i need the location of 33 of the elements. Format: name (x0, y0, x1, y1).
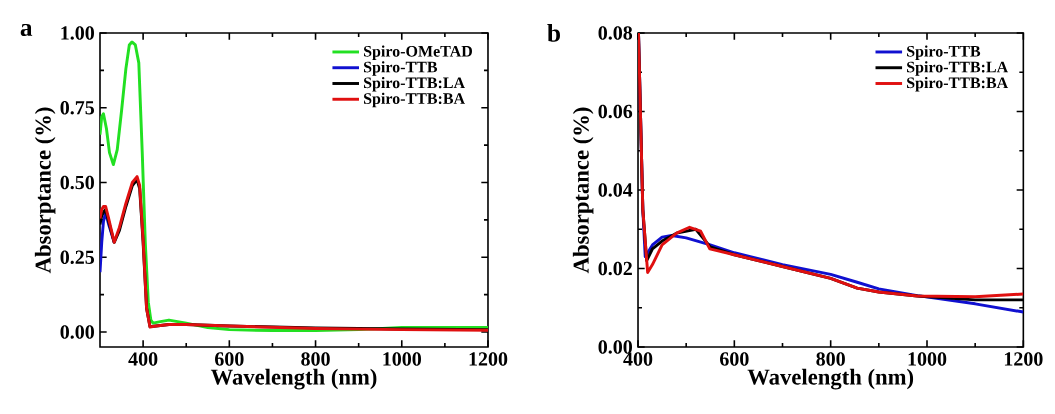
legend-label: Spiro-TTB:LA (363, 76, 465, 92)
y-tick-label: 0.00 (598, 340, 633, 354)
y-tick-label: 0.04 (598, 183, 633, 197)
y-tick-label: 0.06 (598, 104, 633, 119)
chart-title: a (20, 23, 33, 37)
y-tick-label: 0.08 (598, 26, 633, 40)
legend-label: Spiro-TTB:LA (907, 61, 1009, 76)
y-axis-title: Absorptance (%) (34, 107, 56, 274)
y-axis-title: Absorptance (%) (572, 107, 594, 274)
legend-label: Spiro-TTB:BA (907, 76, 1009, 92)
x-tick-label: 1200 (1004, 352, 1043, 366)
x-tick-label: 800 (816, 352, 845, 366)
chart-title: b (547, 23, 560, 42)
x-axis-title: Wavelength (nm) (210, 368, 377, 390)
y-tick-label: 0.02 (598, 261, 632, 276)
legend-label: Spiro-OMeTAD (363, 45, 472, 60)
y-tick-label: 0.25 (60, 250, 95, 265)
y-tick-label: 0.50 (60, 175, 94, 190)
x-tick-label: 600 (720, 352, 749, 366)
x-tick-label: 400 (623, 352, 653, 366)
y-tick-label: 0.00 (60, 325, 94, 339)
legend-label: Spiro-TTB:BA (363, 92, 465, 108)
x-tick-label: 1200 (469, 352, 508, 366)
x-tick-label: 400 (128, 352, 158, 366)
x-tick-label: 800 (301, 352, 330, 366)
y-tick-label: 1.00 (61, 26, 94, 40)
y-tick-label: 0.75 (60, 100, 95, 115)
x-tick-label: 600 (215, 352, 244, 366)
x-tick-label: 1000 (383, 352, 422, 366)
legend-label: Spiro-TTB (907, 45, 981, 60)
x-tick-label: 1000 (908, 352, 947, 366)
legend-label: Spiro-TTB (363, 61, 438, 76)
x-axis-title: Wavelength (nm) (747, 368, 914, 390)
